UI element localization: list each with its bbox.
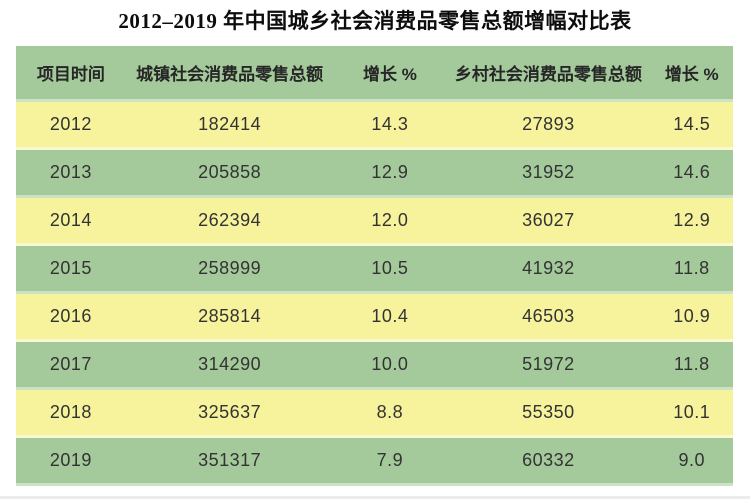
table-row: 2014 262394 12.0 36027 12.9 bbox=[16, 198, 733, 246]
urban-total-cell: 182414 bbox=[198, 114, 262, 134]
urban-growth-cell: 10.4 bbox=[371, 306, 409, 326]
rural-growth-cell: 11.8 bbox=[673, 258, 710, 278]
table-row: 2017 314290 10.0 51972 11.8 bbox=[16, 342, 733, 390]
table-row: 2018 325637 8.8 55350 10.1 bbox=[16, 390, 733, 438]
rural-total-cell: 60332 bbox=[522, 450, 575, 470]
rural-growth-cell: 10.9 bbox=[673, 306, 711, 326]
rural-growth-cell: 14.5 bbox=[673, 114, 711, 134]
urban-growth-cell: 10.0 bbox=[371, 354, 409, 374]
rural-growth-cell: 12.9 bbox=[673, 210, 711, 230]
urban-total-cell: 262394 bbox=[198, 210, 262, 230]
table-row: 2012 182414 14.3 27893 14.5 bbox=[16, 102, 733, 150]
page-edge-shadow bbox=[0, 496, 750, 499]
header-year: 项目时间 bbox=[36, 65, 105, 84]
urban-growth-cell: 7.9 bbox=[376, 450, 404, 470]
urban-total-cell: 258999 bbox=[198, 258, 262, 278]
rural-growth-cell: 11.8 bbox=[673, 354, 710, 374]
urban-growth-cell: 12.9 bbox=[371, 162, 409, 182]
rural-total-cell: 51972 bbox=[522, 354, 575, 374]
urban-growth-cell: 12.0 bbox=[371, 210, 409, 230]
rural-total-cell: 41932 bbox=[522, 258, 575, 278]
urban-total-cell: 205858 bbox=[198, 162, 262, 182]
header-rural-total: 乡村社会消费品零售总额 bbox=[454, 65, 642, 84]
year-cell: 2016 bbox=[49, 306, 92, 326]
rural-total-cell: 55350 bbox=[522, 402, 575, 422]
rural-total-cell: 31952 bbox=[522, 162, 575, 182]
urban-total-cell: 314290 bbox=[198, 354, 262, 374]
table-row: 2016 285814 10.4 46503 10.9 bbox=[16, 294, 733, 342]
year-cell: 2014 bbox=[49, 210, 92, 230]
year-cell: 2019 bbox=[49, 450, 92, 470]
rural-growth-cell: 9.0 bbox=[678, 450, 705, 470]
rural-total-cell: 36027 bbox=[522, 210, 575, 230]
year-cell: 2013 bbox=[49, 162, 92, 182]
rural-growth-cell: 10.1 bbox=[673, 402, 711, 422]
urban-total-cell: 325637 bbox=[198, 402, 262, 422]
table-row: 2013 205858 12.9 31952 14.6 bbox=[16, 150, 733, 198]
urban-growth-cell: 10.5 bbox=[371, 258, 409, 278]
urban-total-cell: 285814 bbox=[198, 306, 262, 326]
year-cell: 2012 bbox=[49, 114, 92, 134]
header-rural-growth: 增长 % bbox=[664, 65, 719, 84]
table-row: 2019 351317 7.9 60332 9.0 bbox=[16, 438, 733, 486]
urban-growth-cell: 8.8 bbox=[376, 402, 404, 422]
rural-growth-cell: 14.6 bbox=[673, 162, 711, 182]
table-row: 2015 258999 10.5 41932 11.8 bbox=[16, 246, 733, 294]
header-urban-growth: 增长 % bbox=[362, 65, 417, 84]
urban-growth-cell: 14.3 bbox=[371, 114, 409, 134]
header-urban-total: 城镇社会消费品零售总额 bbox=[136, 65, 324, 84]
year-cell: 2018 bbox=[49, 402, 92, 422]
urban-total-cell: 351317 bbox=[198, 450, 262, 470]
year-cell: 2015 bbox=[49, 258, 92, 278]
year-cell: 2017 bbox=[49, 354, 92, 374]
table-header-row: 项目时间 城镇社会消费品零售总额 增长 % 乡村社会消费品零售总额 增长 % bbox=[16, 46, 733, 102]
page-title: 2012–2019 年中国城乡社会消费品零售总额增幅对比表 bbox=[118, 9, 632, 33]
comparison-table: 项目时间 城镇社会消费品零售总额 增长 % 乡村社会消费品零售总额 增长 % 2… bbox=[16, 46, 733, 486]
rural-total-cell: 27893 bbox=[522, 114, 575, 134]
rural-total-cell: 46503 bbox=[522, 306, 575, 326]
